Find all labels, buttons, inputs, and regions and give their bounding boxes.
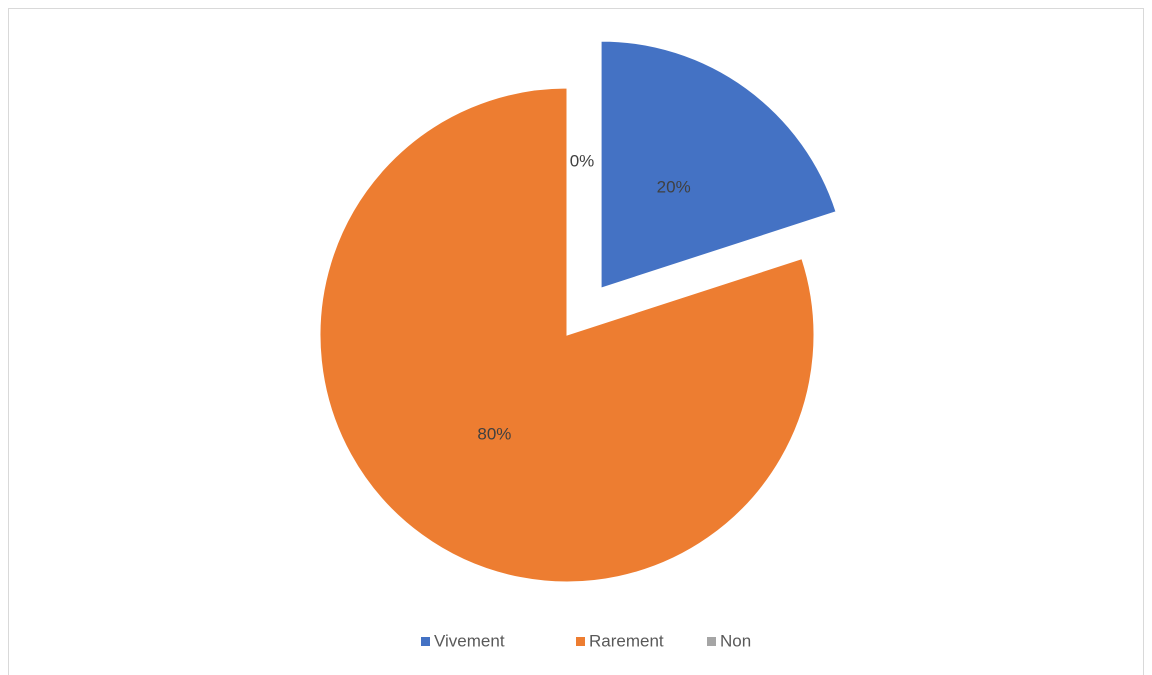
pie-slice	[600, 40, 837, 289]
data-label: 0%	[570, 152, 595, 171]
legend-label: Rarement	[589, 631, 664, 650]
legend-swatch	[421, 637, 430, 646]
legend-label: Vivement	[434, 631, 505, 650]
pie-slice	[319, 87, 815, 583]
legend-label: Non	[720, 631, 751, 650]
legend-swatch	[576, 637, 585, 646]
legend-swatch	[707, 637, 716, 646]
data-label: 20%	[657, 178, 691, 197]
data-label: 80%	[477, 424, 511, 443]
